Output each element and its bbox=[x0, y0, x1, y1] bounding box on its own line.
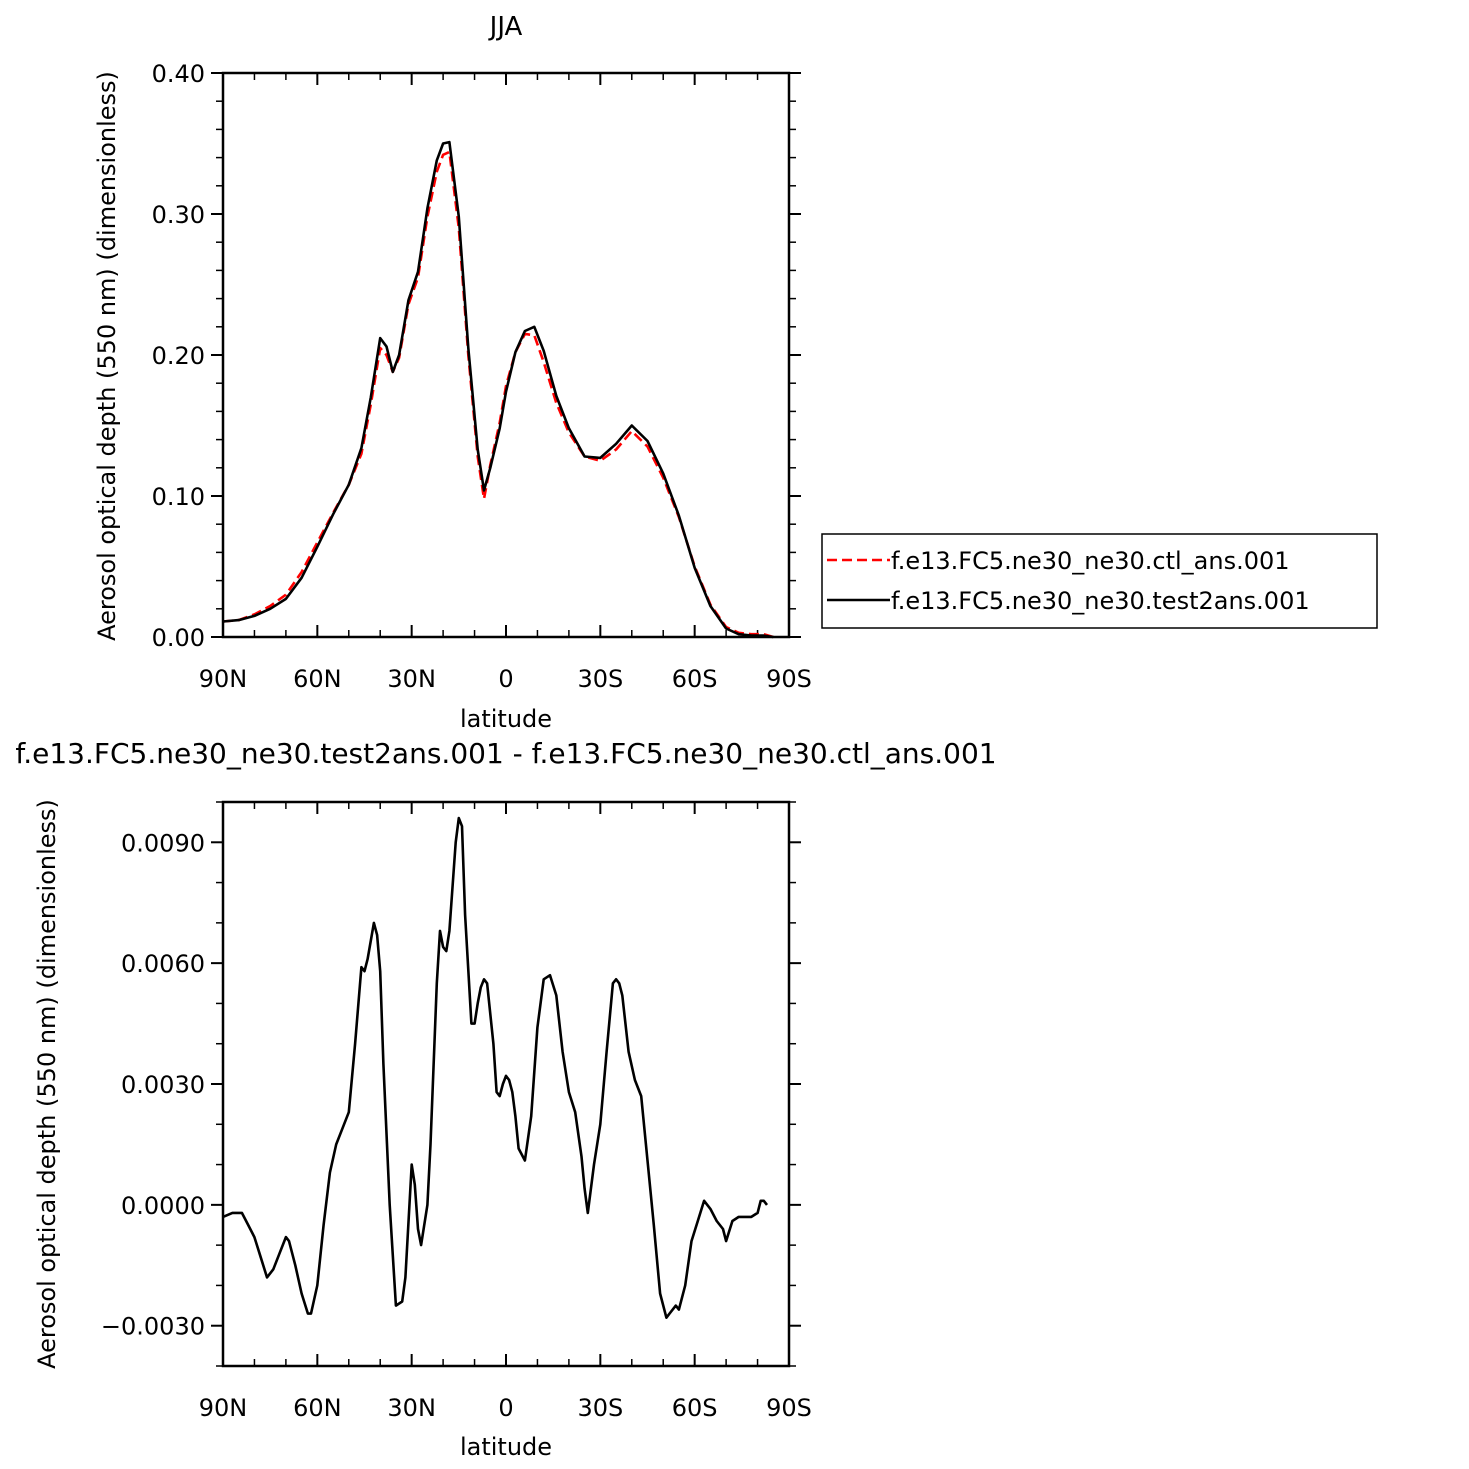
bottom-panel-y-axis-label: Aerosol optical depth (550 nm) (dimensio… bbox=[33, 799, 61, 1369]
bottom-panel-title: f.e13.FC5.ne30_ne30.test2ans.001 - f.e13… bbox=[15, 737, 996, 770]
x-tick-label: 60N bbox=[293, 1394, 342, 1422]
x-tick-label: 30N bbox=[387, 1394, 436, 1422]
bottom-panel-ticks: 90N 60N 30N 0 30S 60S 90S −0.0030 0.0000 0.0030 0.… bbox=[101, 801, 812, 1422]
x-tick-label: 30N bbox=[387, 665, 436, 693]
top-panel-y-axis-label: Aerosol optical depth (550 nm) (dimensio… bbox=[93, 71, 121, 641]
x-tick-label: 60S bbox=[672, 665, 718, 693]
legend-box bbox=[821, 533, 1378, 629]
x-tick-label: 60S bbox=[672, 1394, 718, 1422]
bottom-panel: f.e13.FC5.ne30_ne30.test2ans.001 - f.e13… bbox=[15, 737, 996, 1461]
y-tick-label: 0.00 bbox=[152, 624, 205, 652]
series-line-difference bbox=[222, 816, 769, 1319]
y-tick-label: 0.20 bbox=[152, 342, 205, 370]
x-tick-label: 0 bbox=[498, 665, 513, 693]
x-tick-label: 90N bbox=[199, 665, 248, 693]
x-tick-label: 90S bbox=[766, 665, 812, 693]
bottom-panel-x-axis-label: latitude bbox=[460, 1433, 552, 1461]
x-tick-label: 30S bbox=[577, 665, 623, 693]
x-tick-label: 90S bbox=[766, 1394, 812, 1422]
top-panel-x-axis-label: latitude bbox=[460, 705, 552, 733]
legend: f.e13.FC5.ne30_ne30.ctl_ans.001 f.e13.FC… bbox=[821, 533, 1378, 629]
bottom-panel-series bbox=[222, 816, 769, 1319]
y-tick-label: 0.0060 bbox=[121, 950, 205, 978]
top-panel-ticks: 90N 60N 30N 0 30S 60S 90S 0.00 0.10 0.20 0.30 0.40 bbox=[152, 60, 812, 693]
legend-entry-ctl: f.e13.FC5.ne30_ne30.ctl_ans.001 bbox=[891, 547, 1290, 575]
series-line-ctl bbox=[222, 150, 774, 639]
y-tick-label: 0.10 bbox=[152, 483, 205, 511]
y-tick-label: 0.0090 bbox=[121, 829, 205, 857]
x-tick-label: 90N bbox=[199, 1394, 248, 1422]
y-tick-label: 0.0000 bbox=[121, 1192, 205, 1220]
series-line-test bbox=[222, 140, 774, 639]
x-tick-label: 30S bbox=[577, 1394, 623, 1422]
top-panel-frame bbox=[221, 71, 791, 639]
x-tick-label: 0 bbox=[498, 1394, 513, 1422]
y-tick-label: 0.40 bbox=[152, 60, 205, 88]
y-tick-label: 0.0030 bbox=[121, 1071, 205, 1099]
top-panel-series bbox=[222, 140, 774, 639]
legend-entry-test: f.e13.FC5.ne30_ne30.test2ans.001 bbox=[891, 587, 1310, 615]
x-tick-label: 60N bbox=[293, 665, 342, 693]
top-panel-title: JJA bbox=[488, 12, 523, 42]
y-tick-label: −0.0030 bbox=[101, 1313, 205, 1341]
top-panel: JJA Aerosol optical depth (550 nm) (dime… bbox=[93, 12, 812, 733]
bottom-panel-frame bbox=[221, 800, 791, 1368]
y-tick-label: 0.30 bbox=[152, 201, 205, 229]
